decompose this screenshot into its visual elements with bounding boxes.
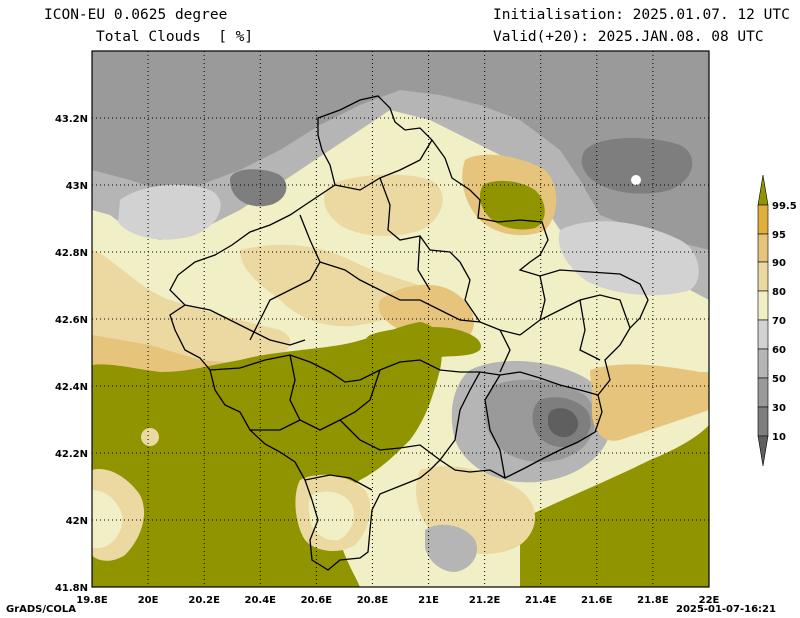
border-internal-12 — [499, 329, 511, 373]
colorbar-segment — [757, 233, 769, 263]
y-tick-label: 43.2N — [55, 114, 88, 125]
border-internal-16 — [459, 261, 481, 323]
x-tick-label: 20.2E — [188, 595, 220, 606]
border-internal-6 — [209, 354, 461, 383]
cloud-region-north-tan — [324, 174, 443, 236]
colorbar-segment — [757, 406, 769, 437]
x-axis: 19.8E 20E 20.2E 20.4E 20.6E 20.8E 21E 21.2E 21.4… — [76, 595, 719, 606]
colorbar-segment — [757, 174, 769, 206]
x-tick-label: 19.8E — [76, 595, 108, 606]
cloud-region-east-orange — [590, 364, 709, 441]
border-internal-11 — [460, 371, 599, 396]
border-internal-10 — [304, 474, 373, 491]
colorbar-segment — [757, 435, 769, 467]
x-tick-label: 20.8E — [357, 595, 389, 606]
colorbar-segment — [757, 261, 769, 292]
border-internal-4 — [319, 261, 521, 336]
colorbar-label: 95 — [772, 230, 786, 241]
y-tick-label: 42.4N — [55, 382, 88, 393]
model-title: ICON-EU 0.0625 degree — [44, 7, 228, 23]
cloud-region-ne-dark — [581, 138, 693, 194]
colorbar-label: 10 — [772, 432, 786, 443]
y-axis: 43.2N 43N 42.8N 42.6N 42.4N 42.2N 42N 41.8N — [55, 114, 88, 594]
x-tick-label: 21.8E — [637, 595, 669, 606]
colorbar-segment — [757, 204, 769, 235]
cloud-region-south-light — [308, 491, 355, 541]
y-tick-label: 42.6N — [55, 315, 88, 326]
border-internal-19 — [439, 371, 481, 461]
footer-timestamp: 2025-01-07-16:21 — [676, 604, 776, 615]
y-tick-label: 41.8N — [55, 583, 88, 594]
colorbar-segment — [757, 348, 769, 379]
cloud-region-ne-light — [558, 221, 699, 296]
y-tick-label: 43N — [66, 181, 88, 192]
border-internal-15 — [579, 299, 601, 361]
country-borders — [169, 95, 649, 571]
y-tick-label: 42N — [66, 516, 88, 527]
colorbar-label: 80 — [772, 287, 786, 298]
colorbar-segment — [757, 377, 769, 408]
colorbar-label: 30 — [772, 403, 786, 414]
border-internal-18 — [484, 374, 506, 479]
colorbar-segment — [757, 290, 769, 321]
cloud-region-nw-light — [118, 184, 221, 240]
cloud-region-ne-overcast — [479, 180, 545, 230]
colorbar-label: 90 — [772, 258, 786, 269]
colorbar-segment — [757, 319, 769, 350]
border-internal-9 — [339, 419, 441, 461]
x-tick-label: 20E — [138, 595, 159, 606]
x-tick-label: 21.6E — [581, 595, 613, 606]
border-internal-2 — [379, 177, 461, 263]
cloud-region-south-grey — [425, 524, 478, 572]
plot-frame — [91, 50, 710, 588]
cloud-region-clear-dot — [631, 175, 641, 185]
init-time: Initialisation: 2025.01.07. 12 UTC — [493, 7, 790, 23]
cloud-field — [92, 51, 709, 587]
colorbar-label: 99.5 — [772, 201, 797, 212]
cloud-region-sw-light — [92, 490, 123, 548]
cloud-region-se-overcast — [520, 425, 709, 587]
border-internal-17 — [417, 235, 431, 291]
border-internal-3 — [249, 214, 321, 341]
cloud-region-west-dot — [141, 428, 159, 446]
x-tick-label: 20.4E — [245, 595, 277, 606]
x-tick-label: 20.6E — [301, 595, 333, 606]
border-internal-8 — [250, 419, 301, 431]
cloud-region-north-dark — [230, 169, 287, 207]
x-tick-label: 21E — [418, 595, 439, 606]
border-internal-5 — [184, 304, 306, 346]
valid-time: Valid(+20): 2025.JAN.08. 08 UTC — [493, 29, 764, 45]
cloud-region-central-overcast — [365, 326, 481, 360]
cloud-region-west-overcast — [92, 322, 442, 587]
y-tick-label: 42.8N — [55, 248, 88, 259]
colorbar: 99.5 95 90 80 70 60 50 30 10 — [757, 174, 797, 467]
x-tick-label: 21.2E — [469, 595, 501, 606]
colorbar-label: 50 — [772, 374, 786, 385]
border-internal-1 — [334, 139, 433, 191]
x-tick-label: 22E — [699, 595, 720, 606]
cloud-region-north-mid — [92, 51, 709, 250]
cloud-region-east-darkest — [547, 408, 579, 438]
variable-title: Total Clouds [ %] — [96, 29, 254, 45]
colorbar-label: 60 — [772, 345, 786, 356]
footer-credit: GrADS/COLA — [6, 604, 76, 615]
border-internal-14 — [539, 275, 546, 321]
y-tick-label: 42.2N — [55, 449, 88, 460]
x-tick-label: 21.4E — [525, 595, 557, 606]
cloud-region-west-tan — [92, 250, 291, 365]
border-internal-7 — [289, 354, 381, 431]
colorbar-label: 70 — [772, 316, 786, 327]
